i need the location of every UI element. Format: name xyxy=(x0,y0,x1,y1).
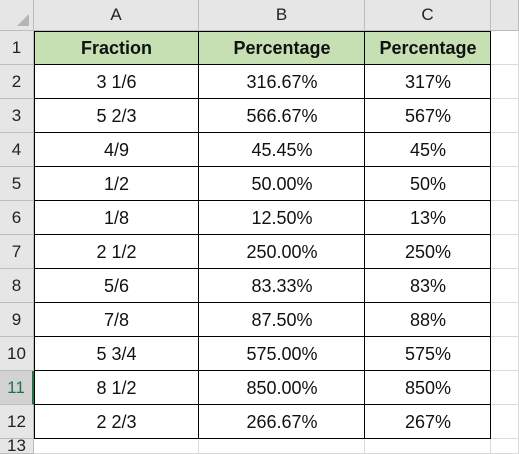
cell-b3[interactable]: 566.67% xyxy=(246,105,318,126)
cell-c6[interactable]: 13% xyxy=(409,207,447,228)
table-border-vertical xyxy=(34,31,35,439)
cell-c9[interactable]: 88% xyxy=(409,309,447,330)
table-border-horizontal xyxy=(34,404,491,405)
table-border-horizontal xyxy=(34,98,491,99)
row-header-10[interactable]: 10 xyxy=(0,337,34,371)
column-header-d[interactable] xyxy=(491,0,519,31)
row-header-2[interactable]: 2 xyxy=(0,65,34,99)
table-border-horizontal xyxy=(34,438,491,439)
row-header-1[interactable]: 1 xyxy=(0,31,34,65)
select-all-button[interactable] xyxy=(0,0,34,31)
cell-c10[interactable]: 575% xyxy=(404,343,452,364)
cell-a6[interactable]: 1/8 xyxy=(103,207,130,228)
row-header-13[interactable]: 13 xyxy=(0,436,34,454)
cell-b6[interactable]: 12.50% xyxy=(251,207,313,228)
cell-c5[interactable]: 50% xyxy=(409,173,447,194)
row-header-6[interactable]: 6 xyxy=(0,201,34,235)
table-border-horizontal xyxy=(34,336,491,337)
cell-b1-header[interactable]: Percentage xyxy=(199,31,365,65)
column-header-b[interactable]: B xyxy=(199,0,365,31)
cell-c11[interactable]: 850% xyxy=(404,377,452,398)
cell-a3[interactable]: 5 2/3 xyxy=(96,105,137,126)
cell-c3[interactable]: 567% xyxy=(404,105,452,126)
table-border-horizontal xyxy=(34,31,491,32)
cell-b10[interactable]: 575.00% xyxy=(246,343,318,364)
cell-a7[interactable]: 2 1/2 xyxy=(96,241,137,262)
row-header-7[interactable]: 7 xyxy=(0,235,34,269)
column-header-c[interactable]: C xyxy=(365,0,491,31)
row-header-11[interactable]: 11 xyxy=(0,371,34,405)
cell-c2[interactable]: 317% xyxy=(404,71,452,92)
table-border-vertical xyxy=(198,31,199,439)
cell-a12[interactable]: 2 2/3 xyxy=(96,411,137,432)
row-header-8[interactable]: 8 xyxy=(0,269,34,303)
row-header-5[interactable]: 5 xyxy=(0,167,34,201)
row-header-3[interactable]: 3 xyxy=(0,99,34,133)
cell-a9[interactable]: 7/8 xyxy=(103,309,130,330)
row-header-4[interactable]: 4 xyxy=(0,133,34,167)
table-border-horizontal xyxy=(34,64,491,65)
cell-a4[interactable]: 4/9 xyxy=(103,139,130,160)
cell-a8[interactable]: 5/6 xyxy=(103,275,130,296)
cell-c8[interactable]: 83% xyxy=(409,275,447,296)
cell-b4[interactable]: 45.45% xyxy=(251,139,313,160)
cell-b9[interactable]: 87.50% xyxy=(251,309,313,330)
table-border-vertical xyxy=(364,31,365,439)
table-border-horizontal xyxy=(34,268,491,269)
cell-a5[interactable]: 1/2 xyxy=(103,173,130,194)
table-border-vertical xyxy=(490,31,491,439)
cell-a2[interactable]: 3 1/6 xyxy=(96,71,137,92)
cell-b11[interactable]: 850.00% xyxy=(246,377,318,398)
cell-b5[interactable]: 50.00% xyxy=(251,173,313,194)
table-border-horizontal xyxy=(34,234,491,235)
column-header-a[interactable]: A xyxy=(34,0,199,31)
cell-c12[interactable]: 267% xyxy=(404,411,452,432)
row-header-12[interactable]: 12 xyxy=(0,405,34,439)
cell-b12[interactable]: 266.67% xyxy=(246,411,318,432)
table-border-horizontal xyxy=(34,132,491,133)
row-header-9[interactable]: 9 xyxy=(0,303,34,337)
cell-b7[interactable]: 250.00% xyxy=(246,241,318,262)
select-all-triangle-icon xyxy=(17,14,29,26)
cell-c4[interactable]: 45% xyxy=(409,139,447,160)
cell-b2[interactable]: 316.67% xyxy=(246,71,318,92)
cell-a1-header[interactable]: Fraction xyxy=(34,31,199,65)
table-border-horizontal xyxy=(34,370,491,371)
cell-c1-header[interactable]: Percentage xyxy=(365,31,491,65)
table-border-horizontal xyxy=(34,200,491,201)
table-border-horizontal xyxy=(34,302,491,303)
cell-c7[interactable]: 250% xyxy=(404,241,452,262)
cell-a10[interactable]: 5 3/4 xyxy=(96,343,137,364)
cell-a11[interactable]: 8 1/2 xyxy=(96,377,137,398)
cell-b8[interactable]: 83.33% xyxy=(251,275,313,296)
table-border-horizontal xyxy=(34,166,491,167)
